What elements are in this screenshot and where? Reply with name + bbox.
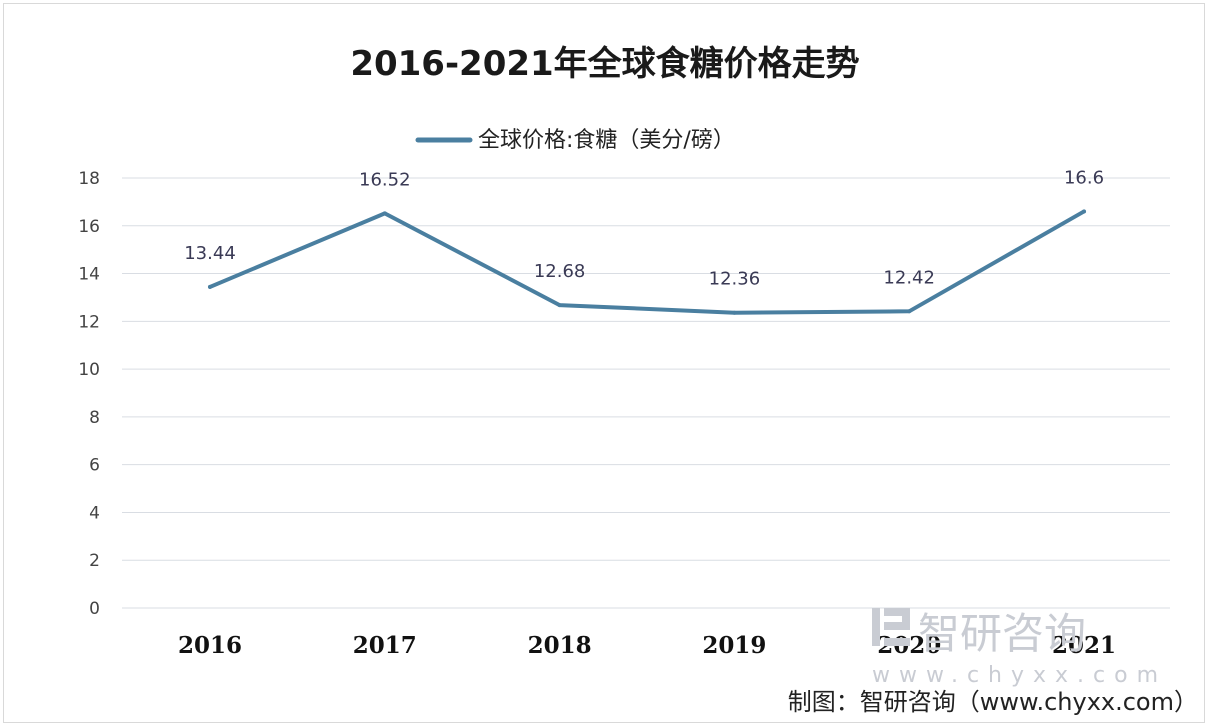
y-tick-label: 14 xyxy=(78,265,100,285)
legend-label: 全球价格:食糖（美分/磅） xyxy=(478,128,735,153)
data-point xyxy=(557,303,562,308)
data-point xyxy=(208,284,212,289)
chart-frame xyxy=(3,3,1205,723)
y-tick-label: 12 xyxy=(78,312,100,332)
y-tick-label: 10 xyxy=(78,360,100,380)
data-point xyxy=(732,310,737,315)
data-label: 16.6 xyxy=(1064,167,1104,188)
y-tick-label: 6 xyxy=(89,456,100,476)
data-label: 16.52 xyxy=(359,169,411,190)
x-tick-label: 2017 xyxy=(353,632,417,659)
data-label: 12.68 xyxy=(534,261,586,282)
source-credit: 制图：智研咨询（www.chyxx.com） xyxy=(788,688,1198,716)
data-labels: 13.44 16.52 12.68 12.36 12.42 16.6 xyxy=(184,167,1104,289)
chart-title: 2016-2021年全球食糖价格走势 xyxy=(350,44,859,84)
gridlines xyxy=(122,177,1170,609)
y-tick-label: 0 xyxy=(89,599,100,619)
y-tick-label: 16 xyxy=(78,217,100,237)
data-point xyxy=(1082,209,1086,214)
series-line xyxy=(208,209,1086,315)
legend: 全球价格:食糖（美分/磅） xyxy=(415,128,735,153)
y-tick-label: 8 xyxy=(89,408,100,428)
x-tick-label: 2016 xyxy=(178,632,242,659)
data-label: 12.36 xyxy=(709,269,761,290)
watermark-url: www.chyxx.com xyxy=(872,663,1167,688)
watermark-logo-icon xyxy=(872,608,910,646)
watermark-brand: 智研咨询 xyxy=(918,609,1086,658)
x-tick-label: 2018 xyxy=(528,632,592,659)
y-tick-label: 18 xyxy=(78,169,100,189)
y-tick-label: 2 xyxy=(89,551,100,571)
y-axis-ticks: 0 2 4 6 8 10 12 14 16 18 xyxy=(78,169,100,619)
data-label: 13.44 xyxy=(184,243,236,264)
series-group xyxy=(208,209,1086,315)
data-label: 12.42 xyxy=(883,267,935,288)
watermark: 智研咨询 www.chyxx.com xyxy=(872,608,1167,688)
x-tick-label: 2021 xyxy=(1052,632,1116,659)
y-tick-label: 4 xyxy=(89,503,100,523)
x-tick-label: 2019 xyxy=(702,632,766,659)
data-point xyxy=(907,309,912,314)
data-point xyxy=(382,211,387,216)
